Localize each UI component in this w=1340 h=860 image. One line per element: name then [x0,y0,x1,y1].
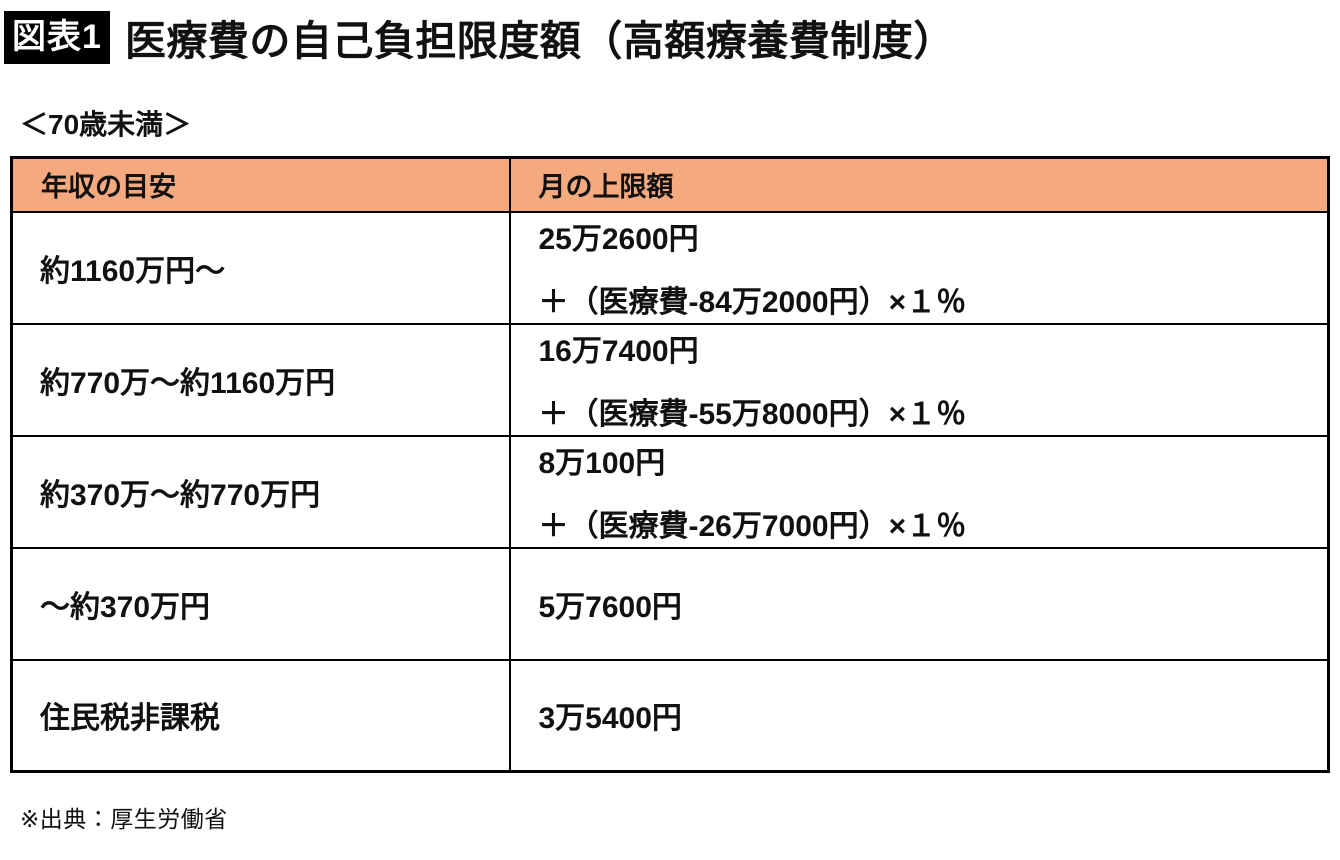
limit-cell: 8万100円 ＋（医療費-26万7000円）×１％ [508,434,1330,549]
limit-amount: 8万100円 [538,447,666,480]
limit-amount: 25万2600円 [538,223,699,256]
limits-table: 年収の目安 月の上限額 約1160万円～ 25万2600円 ＋（医療費-84万2… [10,156,1330,773]
col-header-limit: 月の上限額 [508,156,1330,213]
limit-formula: ＋（医療費-55万8000円）×１％ [538,398,967,431]
source-note: ※出典：厚生労働省 [20,806,228,832]
table-row: 約370万～約770万円 8万100円 ＋（医療費-26万7000円）×１％ [10,434,1330,549]
limit-formula: ＋（医療費-84万2000円）×１％ [538,286,967,319]
table-row: 住民税非課税 3万5400円 [10,658,1330,773]
limit-amount: 3万5400円 [538,702,682,736]
income-cell: 約770万～約1160万円 [10,322,511,437]
page-title: 医療費の自己負担限度額（高額療養費制度） [124,18,955,64]
age-group-subtitle: ＜70歳未満＞ [20,109,192,140]
table-row: 約1160万円～ 25万2600円 ＋（医療費-84万2000円）×１％ [10,210,1330,325]
table-row: 約770万～約1160万円 16万7400円 ＋（医療費-55万8000円）×１… [10,322,1330,437]
limit-cell: 16万7400円 ＋（医療費-55万8000円）×１％ [508,322,1330,437]
income-cell: ～約370万円 [10,546,511,661]
limit-amount: 5万7600円 [538,590,682,624]
limit-amount: 16万7400円 [538,335,699,368]
col-header-income: 年収の目安 [10,156,511,213]
limit-cell: 3万5400円 [508,658,1330,773]
table-header-row: 年収の目安 月の上限額 [10,156,1330,213]
limit-cell: 5万7600円 [508,546,1330,661]
income-cell: 約370万～約770万円 [10,434,511,549]
limit-formula: ＋（医療費-26万7000円）×１％ [538,510,967,543]
figure-tag: 図表1 [4,10,110,64]
income-cell: 住民税非課税 [10,658,511,773]
income-cell: 約1160万円～ [10,210,511,325]
figure-header: 図表1 医療費の自己負担限度額（高額療養費制度） [0,0,1340,67]
table-row: ～約370万円 5万7600円 [10,546,1330,661]
limit-cell: 25万2600円 ＋（医療費-84万2000円）×１％ [508,210,1330,325]
